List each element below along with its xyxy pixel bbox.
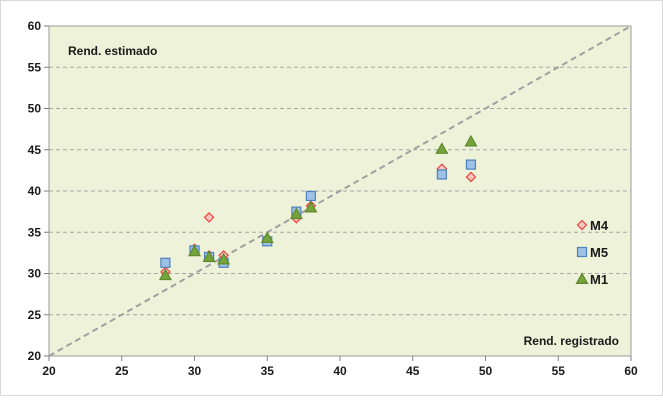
x-tick-label: 25 bbox=[115, 364, 129, 378]
data-point-m5 bbox=[465, 159, 477, 170]
y-axis: 20 25 30 35 40 45 50 55 60 bbox=[28, 19, 49, 363]
data-point-m5 bbox=[436, 169, 447, 180]
legend-marker-m5 bbox=[576, 246, 588, 258]
data-point-m5 bbox=[305, 190, 316, 202]
data-point-m1 bbox=[260, 231, 274, 244]
data-point-m1 bbox=[464, 134, 478, 147]
y-tick-label: 40 bbox=[28, 184, 42, 198]
y-tick-label: 35 bbox=[28, 225, 42, 239]
data-point-m1 bbox=[289, 207, 303, 220]
x-tick-label: 30 bbox=[188, 364, 202, 378]
y-tick-label: 50 bbox=[28, 102, 42, 116]
y-tick-label: 60 bbox=[28, 19, 42, 33]
legend-marker-m4 bbox=[576, 219, 588, 231]
legend-label-m5: M5 bbox=[590, 245, 608, 260]
reference-line bbox=[48, 25, 632, 357]
y-tick-label: 25 bbox=[28, 308, 42, 322]
legend-label-m4: M4 bbox=[590, 218, 609, 233]
gridlines bbox=[49, 66, 631, 316]
data-point-m1 bbox=[304, 200, 318, 213]
data-point-m1 bbox=[158, 268, 172, 281]
x-tick-label: 40 bbox=[333, 364, 347, 378]
x-tick-label: 20 bbox=[42, 364, 56, 378]
y-tick-label: 30 bbox=[28, 267, 42, 281]
x-tick-label: 50 bbox=[479, 364, 493, 378]
legend: M4 M5 M1 bbox=[575, 218, 609, 287]
x-axis-label: Rend. registrado bbox=[524, 334, 619, 348]
y-tick-label: 55 bbox=[28, 60, 42, 74]
x-tick-label: 60 bbox=[624, 364, 638, 378]
x-tick-label: 45 bbox=[406, 364, 420, 378]
data-point-m1 bbox=[217, 252, 231, 265]
y-tick-label: 20 bbox=[28, 349, 42, 363]
data-point-m4 bbox=[203, 212, 215, 223]
x-tick-label: 35 bbox=[261, 364, 275, 378]
data-point-m5 bbox=[160, 257, 171, 268]
legend-label-m1: M1 bbox=[590, 272, 608, 287]
x-axis: 20 25 30 35 40 45 50 55 60 bbox=[42, 356, 638, 378]
x-tick-label: 55 bbox=[552, 364, 566, 378]
legend-marker-m1 bbox=[575, 272, 589, 284]
data-point-m4 bbox=[465, 171, 477, 183]
data-point-m1 bbox=[435, 142, 449, 154]
series-m1 bbox=[158, 134, 478, 281]
data-point-m1 bbox=[187, 244, 202, 257]
y-tick-label: 45 bbox=[28, 143, 42, 157]
data-points bbox=[158, 134, 478, 281]
y-axis-label: Rend. estimado bbox=[68, 44, 157, 58]
data-point-m1 bbox=[202, 250, 216, 262]
